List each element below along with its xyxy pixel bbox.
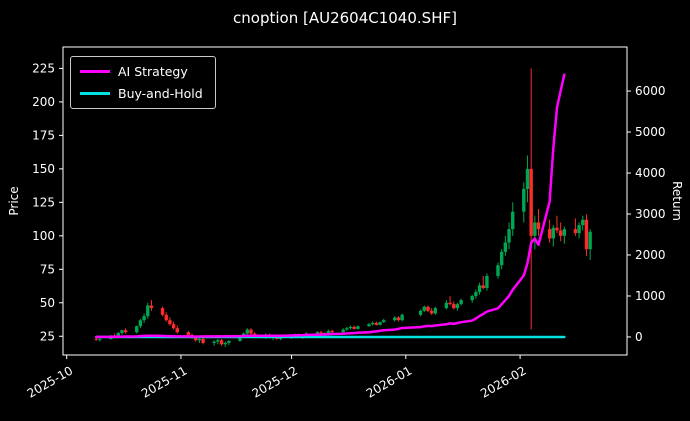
svg-text:4000: 4000 [635,166,666,180]
svg-text:5000: 5000 [635,125,666,139]
svg-text:6000: 6000 [635,84,666,98]
legend-item-bh: Buy-and-Hold [80,86,203,101]
legend-item-ai: AI Strategy [80,64,203,79]
svg-text:2026-02: 2026-02 [478,363,528,400]
svg-text:2025-12: 2025-12 [250,363,300,400]
svg-text:2025-11: 2025-11 [139,363,189,400]
svg-text:75: 75 [40,262,55,276]
svg-text:1000: 1000 [635,289,666,303]
svg-text:100: 100 [32,229,55,243]
svg-text:50: 50 [40,296,55,310]
legend-ai-line-swatch [80,70,110,73]
legend-bh-label: Buy-and-Hold [118,86,203,101]
legend-ai-label: AI Strategy [118,64,188,79]
y-axis-label-return: Return [670,181,684,221]
chart-title: cnoption [AU2604C1040.SHF] [233,9,457,27]
svg-text:3000: 3000 [635,207,666,221]
svg-text:200: 200 [32,95,55,109]
svg-text:150: 150 [32,162,55,176]
svg-text:125: 125 [32,195,55,209]
legend-bh-line-swatch [80,92,110,95]
y-axis-label-price: Price [7,186,21,216]
svg-text:25: 25 [40,329,55,343]
svg-text:225: 225 [32,61,55,75]
svg-text:2026-01: 2026-01 [364,363,414,400]
svg-text:2000: 2000 [635,248,666,262]
svg-text:175: 175 [32,128,55,142]
svg-text:2025-10: 2025-10 [25,363,75,400]
legend: AI Strategy Buy-and-Hold [70,56,216,109]
svg-text:0: 0 [635,330,643,344]
